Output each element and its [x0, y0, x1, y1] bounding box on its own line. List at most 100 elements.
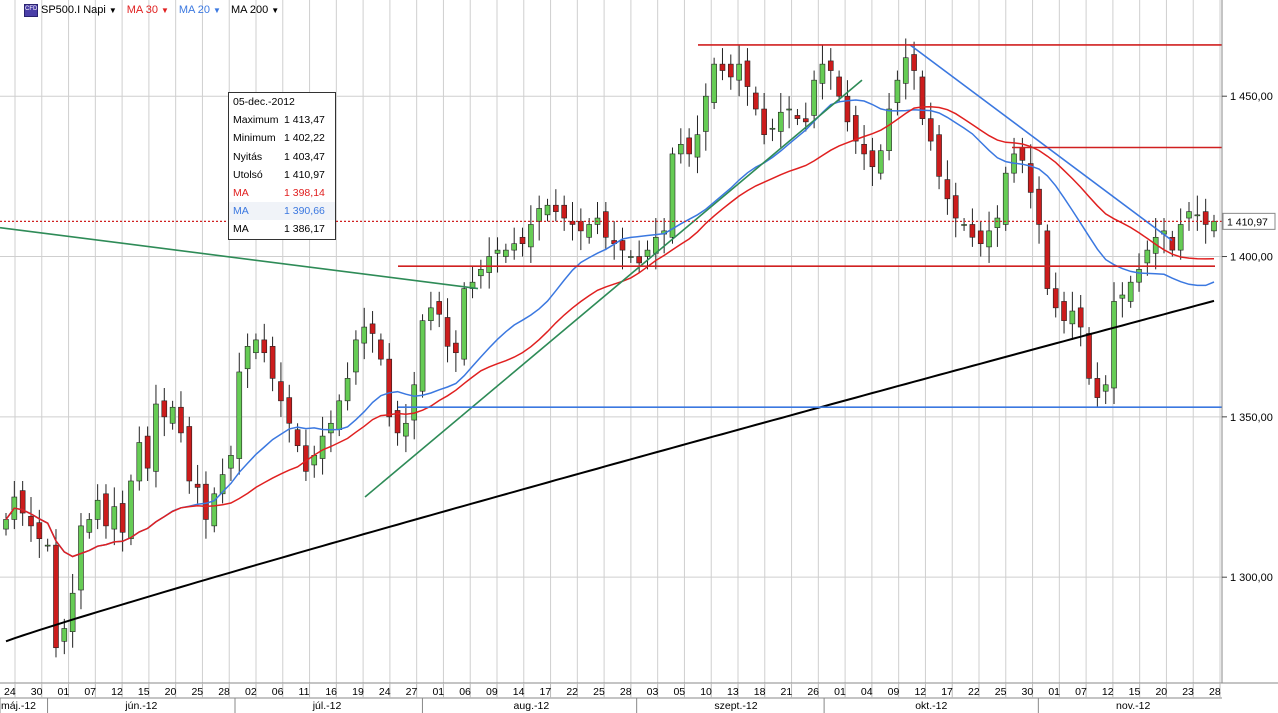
candle-body	[528, 224, 534, 248]
candle-body	[844, 95, 851, 123]
candle-body	[1111, 301, 1117, 389]
candle-body	[1077, 307, 1084, 328]
candle-body	[802, 118, 809, 123]
candle-body	[1036, 188, 1042, 225]
x-tick-label: 06	[459, 686, 471, 698]
ma30-selector[interactable]: MA 30 ▼	[127, 4, 169, 16]
candle-body	[486, 256, 493, 273]
candle-body	[328, 422, 334, 434]
candle-body	[453, 342, 459, 354]
candle-body	[1102, 384, 1109, 392]
candle-body	[3, 519, 9, 530]
candle-body	[644, 249, 651, 257]
candle-body	[1119, 294, 1126, 299]
candle-body	[103, 493, 109, 527]
info-row: Minimum 1 402,22	[229, 129, 335, 147]
x-tick-label: 25	[191, 686, 203, 698]
candle-body	[544, 204, 551, 216]
x-tick-label: 27	[406, 686, 418, 698]
chart-toolbar: CFD SP500.I Napi ▼ MA 30 ▼ MA 20 ▼ MA 20…	[24, 3, 279, 17]
x-tick-label: 28	[218, 686, 230, 698]
x-tick-label: 18	[754, 686, 766, 698]
y-tick-label: 1 450,00	[1230, 91, 1273, 103]
info-row: Maximum 1 413,47	[229, 111, 335, 129]
candle-body	[1069, 310, 1076, 325]
candle-body	[678, 143, 684, 155]
candle-body	[777, 111, 784, 132]
candle-body	[1027, 163, 1034, 193]
candle-body	[719, 63, 726, 71]
candle-body	[344, 378, 351, 402]
candle-body	[369, 323, 376, 334]
candle-body	[1019, 147, 1026, 161]
info-row: MA 1 386,17	[229, 220, 335, 238]
x-tick-label: 24	[379, 686, 391, 698]
y-tick-label: 1 400,00	[1230, 252, 1273, 264]
candle-body	[628, 256, 634, 258]
candle-body	[686, 137, 692, 155]
candle-body	[669, 153, 676, 238]
x-tick-label: 10	[700, 686, 712, 698]
candle-body	[902, 57, 909, 84]
x-tick-label: 01	[834, 686, 846, 698]
candle-body	[636, 256, 642, 264]
candle-body	[861, 143, 867, 155]
x-tick-label: 07	[1075, 686, 1087, 698]
candle-body	[1086, 333, 1092, 379]
x-tick-label: 20	[165, 686, 177, 698]
ma20-selector[interactable]: MA 20 ▼	[179, 4, 221, 16]
candle-body	[461, 288, 468, 360]
candle-body	[1044, 230, 1051, 289]
candle-body	[269, 346, 276, 379]
info-row-value: 1 398,14	[284, 187, 325, 200]
info-date: 05-dec.-2012	[233, 96, 295, 109]
x-tick-label: 28	[620, 686, 632, 698]
candle-body	[261, 339, 268, 354]
candle-body	[994, 217, 1001, 228]
candle-body	[836, 76, 842, 97]
x-tick-label: 22	[566, 686, 578, 698]
symbol-label: SP500.I Napi	[41, 4, 106, 16]
candle-body	[1177, 224, 1184, 251]
candle-body	[977, 230, 984, 244]
candle-body	[411, 384, 418, 421]
candle-body	[1136, 269, 1142, 283]
last-price-tag	[1222, 212, 1276, 230]
candle-body	[336, 400, 343, 430]
x-tick-label: 11	[299, 686, 310, 698]
candle-body	[503, 249, 509, 257]
candle-body	[786, 108, 792, 111]
candle-body	[561, 204, 567, 219]
candle-body	[78, 525, 84, 591]
ma20-line	[5, 99, 1215, 558]
ma30-line	[5, 106, 1215, 558]
candle-body	[1094, 378, 1101, 398]
candle-body	[211, 493, 218, 527]
x-tick-label: 12	[111, 686, 123, 698]
info-row-label: Minimum	[233, 132, 276, 145]
candle-body	[44, 544, 51, 547]
candle-body	[952, 195, 959, 219]
x-tick-label: 15	[1129, 686, 1141, 698]
ma200-selector[interactable]: MA 200 ▼	[231, 4, 279, 16]
candle-body	[927, 118, 934, 142]
candle-body	[61, 628, 68, 642]
symbol-selector[interactable]: CFD SP500.I Napi ▼	[24, 3, 117, 17]
candle-body	[794, 115, 801, 119]
candle-body	[1211, 220, 1217, 232]
x-tick-label: 20	[1155, 686, 1167, 698]
info-row: MA 1 398,14	[229, 184, 335, 202]
candle-body	[1194, 214, 1201, 217]
trend-line	[364, 79, 863, 498]
candle-body	[1186, 211, 1192, 219]
candle-body	[136, 442, 143, 482]
x-tick-label: 21	[781, 686, 793, 698]
x-tick-label: 09	[486, 686, 498, 698]
candle-body	[361, 326, 368, 344]
x-tick-label: 13	[727, 686, 739, 698]
candle-body	[886, 108, 892, 152]
info-row-label: Maximum	[233, 114, 279, 127]
candle-body	[536, 208, 542, 222]
candle-body	[286, 397, 293, 424]
